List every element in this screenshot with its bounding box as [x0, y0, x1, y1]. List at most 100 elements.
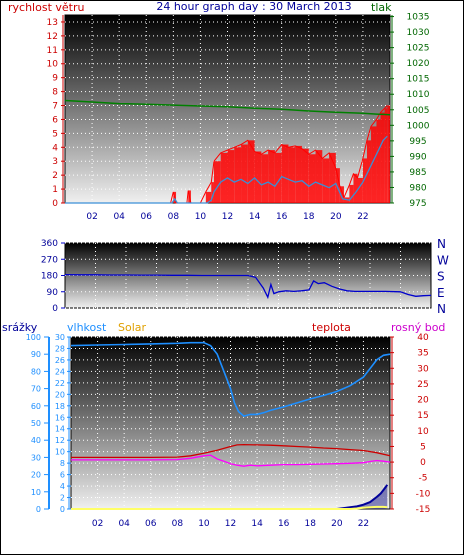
th-x-tick-label-02: 02	[92, 519, 103, 529]
pressure-tick-label-995: 995	[409, 137, 426, 147]
gust-bar	[254, 151, 262, 203]
humidity-tick-label-0: 0	[60, 505, 65, 514]
th-x-tick-label-22: 22	[358, 519, 369, 529]
humidity-label: vlhkost	[67, 321, 107, 334]
humidity-tick-label-16: 16	[55, 413, 65, 422]
direction-tick-label-360: 360	[41, 239, 58, 249]
gust-bar	[274, 152, 282, 203]
gust-bar	[362, 158, 367, 203]
x-tick-label-16: 16	[276, 212, 288, 222]
pressure-tick-label-1025: 1025	[407, 44, 430, 54]
humidity-tick-label-24: 24	[55, 367, 65, 376]
temperature-line	[71, 443, 391, 459]
gust-bar	[376, 119, 381, 203]
gust-bar	[308, 154, 316, 203]
gust-bar	[261, 154, 269, 203]
wind-tick-label-12: 12	[47, 32, 58, 42]
compass-label-N: N	[437, 237, 446, 251]
humidity-tick-label-4: 4	[60, 482, 65, 491]
x-tick-label-22: 22	[357, 212, 368, 222]
rain-tick-label-10: 10	[31, 488, 41, 497]
wind-tick-label-3: 3	[52, 157, 58, 167]
rain-tick-label-100: 100	[26, 333, 41, 342]
gust-bar	[268, 150, 275, 203]
gust-bar	[329, 152, 336, 203]
gust-bar	[220, 152, 228, 203]
wind-tick-label-6: 6	[52, 115, 58, 125]
pressure-line	[64, 99, 391, 116]
humidity-tick-label-30: 30	[55, 333, 65, 342]
th-x-tick-label-14: 14	[251, 519, 263, 529]
temperature-tick-label-15: 15	[417, 411, 428, 421]
x-tick-label-02: 02	[86, 212, 97, 222]
gust-bar	[322, 158, 330, 203]
compass-label-N: N	[437, 302, 446, 316]
gust-bar	[234, 147, 242, 203]
gust-bar	[335, 168, 340, 203]
temperature-tick-label--15: -15	[416, 505, 431, 515]
wind-direction-series	[64, 273, 432, 300]
compass-label-S: S	[437, 270, 445, 284]
x-tick-label-20: 20	[330, 212, 342, 222]
gust-bar	[357, 177, 363, 203]
temperature-tick-label-5: 5	[420, 442, 426, 452]
pressure-tick-label-1035: 1035	[407, 13, 430, 23]
pressure-tick-label-985: 985	[409, 168, 426, 178]
pressure-tick-label-990: 990	[409, 152, 426, 162]
direction-tick-label-90: 90	[47, 288, 59, 298]
rain-tick-label-90: 90	[31, 350, 41, 359]
gust-bar	[339, 186, 344, 203]
temperature-tick-label-40: 40	[417, 333, 429, 343]
wind-average-line	[65, 135, 388, 204]
pressure-tick-label-980: 980	[409, 183, 426, 193]
rain-tick-label-50: 50	[31, 419, 41, 428]
rain-tick-label-70: 70	[31, 385, 41, 394]
wind-tick-label-0: 0	[52, 199, 58, 209]
temperature-tick-label-10: 10	[417, 427, 429, 437]
temperature-axis: -15 -10 -5 0 5 10 15 20 25 30 35 40	[390, 333, 431, 515]
rain-tick-label-40: 40	[31, 436, 41, 445]
humidity-tick-label-28: 28	[55, 344, 65, 353]
wind-speed-label: rychlost větru	[8, 1, 84, 14]
x-tick-label-12: 12	[222, 212, 233, 222]
wind-direction-axis: 0 90 180 270 360	[41, 239, 65, 314]
th-x-tick-label-12: 12	[225, 519, 236, 529]
wind-direction-line	[64, 273, 432, 300]
temperature-humidity-series	[70, 341, 391, 510]
rain-tick-label-60: 60	[31, 402, 41, 411]
gust-bar	[211, 182, 214, 203]
temperature-tick-label-25: 25	[417, 380, 428, 390]
th-x-tick-label-08: 08	[172, 519, 184, 529]
th-x-tick-label-06: 06	[145, 519, 157, 529]
humidity-tick-label-22: 22	[55, 379, 65, 388]
wind-pressure-series	[64, 99, 391, 204]
gust-bar	[349, 184, 354, 203]
x-tick-label-18: 18	[303, 212, 315, 222]
pressure-tick-label-1005: 1005	[407, 106, 430, 116]
th-x-tick-label-16: 16	[278, 519, 290, 529]
th-x-tick-label-10: 10	[198, 519, 210, 529]
gust-bar	[387, 105, 390, 203]
gust-bar	[281, 144, 289, 203]
gust-bar	[353, 173, 358, 203]
wind-pressure-x-axis: 02 04 06 08 10 12 14 16 18 20 22	[86, 212, 368, 222]
humidity-tick-label-18: 18	[55, 402, 65, 411]
temperature-humidity-grid	[71, 336, 390, 509]
dewpoint-line	[71, 454, 391, 467]
temperature-tick-label--10: -10	[416, 489, 431, 499]
x-tick-label-04: 04	[113, 212, 125, 222]
wind-tick-label-1: 1	[52, 185, 58, 195]
rain-tick-label-0: 0	[36, 505, 41, 514]
humidity-tick-label-14: 14	[55, 425, 65, 434]
rain-label: srážky	[2, 321, 38, 334]
gust-bar	[247, 140, 255, 203]
wind-tick-label-2: 2	[52, 171, 58, 181]
temperature-tick-label-30: 30	[417, 364, 429, 374]
pressure-tick-label-1020: 1020	[407, 59, 430, 69]
rain-tick-label-30: 30	[31, 453, 41, 462]
humidity-line	[70, 341, 391, 417]
rain-tick-label-80: 80	[31, 367, 41, 376]
